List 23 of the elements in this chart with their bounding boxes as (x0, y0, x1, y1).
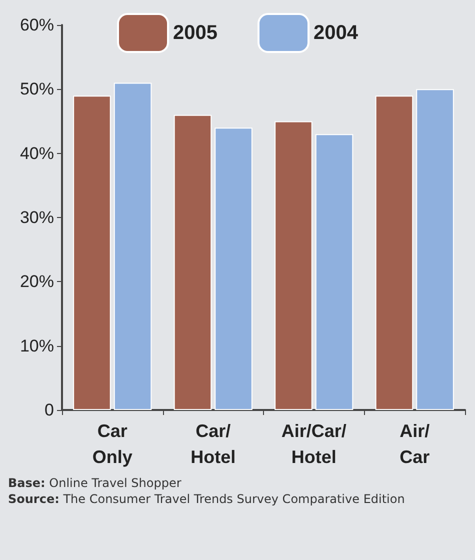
legend-label: 2004 (314, 22, 359, 44)
y-tick-label: 40% (20, 144, 54, 163)
bar (416, 89, 454, 410)
x-tick-label: Car/ Hotel (190, 421, 236, 467)
legend-label: 2005 (173, 22, 218, 44)
bar (214, 128, 252, 410)
bar (274, 121, 312, 410)
y-tick-label: 60% (20, 16, 54, 34)
text: Base: Online Travel Shopper (8, 475, 182, 491)
x-tick-label: Car Only (92, 421, 132, 467)
y-tick-label: 10% (20, 336, 54, 356)
bar (174, 114, 212, 410)
source-note: Source: The Consumer Travel Trends Survey Comparative Edition (8, 491, 406, 507)
x-tick-label: Air/ Car (400, 421, 430, 467)
y-tick-label: 50% (20, 80, 54, 99)
y-tick-label: 30% (20, 208, 54, 227)
bar (375, 96, 414, 410)
y-tick-label: 20% (20, 272, 54, 292)
bar (315, 134, 354, 410)
bar (114, 82, 152, 410)
bar (73, 96, 111, 410)
x-tick-label: Air/Car/ Hotel (281, 421, 346, 467)
y-tick-label: 0 (44, 400, 54, 420)
